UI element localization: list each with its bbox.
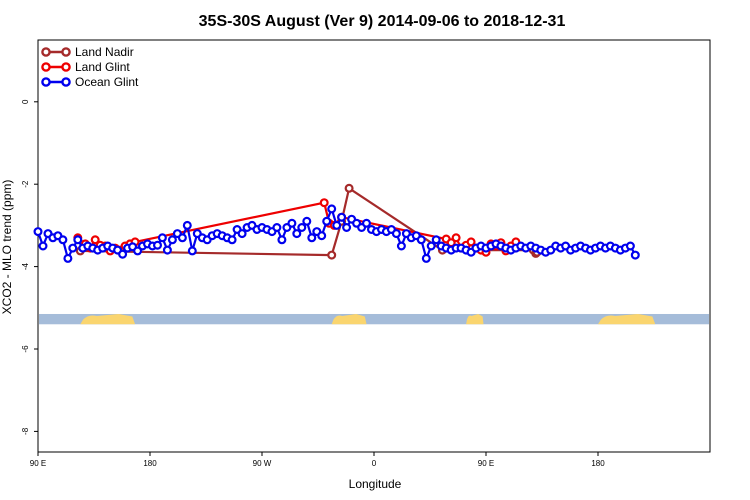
x-tick-label-5: 180 bbox=[591, 459, 605, 468]
x-axis-label: Longitude bbox=[349, 477, 402, 491]
series-2-point-54 bbox=[302, 216, 312, 226]
series-2-point-72 bbox=[391, 229, 401, 239]
series-2-point-60 bbox=[332, 220, 342, 230]
y-tick-label-0: 0 bbox=[21, 99, 30, 104]
series-2-point-57 bbox=[317, 231, 327, 241]
y-axis-label: XCO2 - MLO trend (ppm) bbox=[0, 180, 14, 315]
series-1-point-21 bbox=[466, 237, 476, 247]
series-2-point-73 bbox=[396, 241, 406, 251]
series-0-point-1 bbox=[327, 250, 337, 260]
series-2-point-119 bbox=[625, 241, 635, 251]
chart-title: 35S-30S August (Ver 9) 2014-09-06 to 201… bbox=[199, 13, 566, 30]
series-2-point-55 bbox=[307, 233, 317, 243]
y-tick-label-3: -6 bbox=[21, 345, 30, 353]
series-layer bbox=[33, 183, 640, 263]
map-strip-land-3 bbox=[598, 313, 656, 325]
series-2-point-1 bbox=[38, 241, 48, 251]
series-2-point-59 bbox=[327, 204, 337, 214]
series-2-point-80 bbox=[431, 235, 441, 245]
series-2-point-39 bbox=[227, 235, 237, 245]
series-2-point-41 bbox=[237, 229, 247, 239]
series-2-point-120 bbox=[630, 250, 640, 260]
series-2-point-30 bbox=[182, 220, 192, 230]
y-tick-label-2: -4 bbox=[21, 262, 30, 270]
series-1-point-12 bbox=[319, 198, 329, 208]
series-2-point-31 bbox=[187, 246, 197, 256]
legend-label-2: Ocean Glint bbox=[75, 75, 139, 89]
legend-marker-right-0 bbox=[61, 47, 71, 57]
map-strip-land-2 bbox=[466, 313, 484, 325]
series-2-point-5 bbox=[58, 235, 68, 245]
series-2-point-51 bbox=[287, 218, 297, 228]
legend-label-1: Land Glint bbox=[75, 60, 130, 74]
series-2-point-58 bbox=[322, 216, 332, 226]
series-2-point-8 bbox=[73, 235, 83, 245]
x-tick-label-3: 0 bbox=[372, 459, 377, 468]
series-2-point-53 bbox=[297, 223, 307, 233]
legend-marker-right-2 bbox=[61, 77, 71, 87]
series-2-point-27 bbox=[167, 235, 177, 245]
series-2-point-24 bbox=[153, 240, 163, 250]
y-tick-label-1: -2 bbox=[21, 180, 30, 188]
x-tick-label-0: 90 E bbox=[30, 459, 46, 468]
legend-marker-left-2 bbox=[41, 77, 51, 87]
x-tick-label-1: 180 bbox=[143, 459, 157, 468]
map-strip-land-0 bbox=[80, 313, 136, 325]
x-tick-label-4: 90 E bbox=[478, 459, 494, 468]
series-2-point-62 bbox=[342, 223, 352, 233]
series-2-point-78 bbox=[421, 253, 431, 263]
legend-marker-left-1 bbox=[41, 62, 51, 72]
series-0-point-3 bbox=[344, 183, 354, 193]
series-1-point-3 bbox=[90, 235, 100, 245]
series-2-point-25 bbox=[157, 233, 167, 243]
series-2-point-66 bbox=[362, 218, 372, 228]
legend-marker-right-1 bbox=[61, 62, 71, 72]
map-strip bbox=[39, 313, 709, 325]
series-2-point-26 bbox=[162, 245, 172, 255]
map-strip-ocean bbox=[39, 313, 709, 325]
y-tick-label-4: -8 bbox=[21, 427, 30, 435]
series-2-point-79 bbox=[426, 241, 436, 251]
series-2-point-20 bbox=[133, 246, 143, 256]
x-tick-label-2: 90 W bbox=[253, 459, 272, 468]
series-2-point-48 bbox=[272, 223, 282, 233]
series-2-point-6 bbox=[63, 253, 73, 263]
series-2-point-52 bbox=[292, 229, 302, 239]
x-axis: 90 E 180 90 W 0 90 E 180 bbox=[30, 452, 605, 468]
series-2-point-61 bbox=[337, 212, 347, 222]
series-2-point-17 bbox=[118, 249, 128, 259]
series-2-point-49 bbox=[277, 235, 287, 245]
series-2-point-77 bbox=[416, 235, 426, 245]
y-axis: 0 -2 -4 -6 -8 bbox=[21, 99, 38, 435]
series-2-point-0 bbox=[33, 227, 43, 237]
legend-label-0: Land Nadir bbox=[75, 45, 134, 59]
series-2-point-7 bbox=[68, 243, 78, 253]
series-2 bbox=[33, 204, 640, 263]
series-1-point-18 bbox=[451, 233, 461, 243]
map-strip-land-1 bbox=[331, 313, 367, 325]
series-2-point-29 bbox=[177, 233, 187, 243]
legend-marker-left-0 bbox=[41, 47, 51, 57]
